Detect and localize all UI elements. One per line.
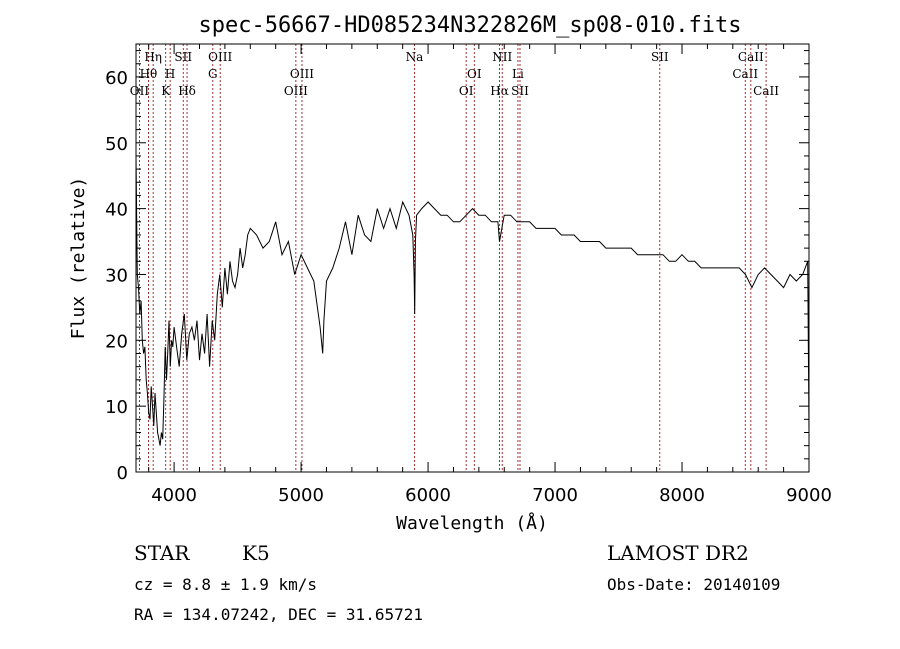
chart-title: spec-56667-HD085234N322826M_sp08-010.fit…: [198, 13, 741, 38]
y-tick-label: 0: [117, 463, 128, 484]
line-marker-label: SΙΙ: [511, 84, 529, 98]
x-tick-label: 8000: [659, 485, 705, 506]
line-marker-label: K: [161, 84, 171, 98]
y-tick-label: 50: [105, 134, 128, 155]
line-marker-label: CaΙΙ: [732, 67, 758, 81]
line-marker-label: CaΙΙ: [753, 84, 779, 98]
line-marker-label: OΙΙΙ: [208, 50, 232, 64]
line-marker-label: Hδ: [178, 84, 196, 98]
x-tick-label: 7000: [532, 485, 578, 506]
y-tick-label: 10: [105, 397, 128, 418]
y-tick-label: 40: [105, 200, 128, 221]
line-marker-label: Li: [512, 67, 524, 81]
survey-name: LAMOST DR2: [607, 541, 749, 565]
y-tick-label: 20: [105, 331, 128, 352]
line-marker-label: OΙ: [459, 84, 474, 98]
line-marker-label: NΙΙ: [492, 50, 512, 64]
y-tick-label: 60: [105, 68, 128, 89]
line-marker-label: SΙΙ: [651, 50, 669, 64]
object-subclass: K5: [242, 541, 270, 565]
x-tick-label: 6000: [405, 485, 451, 506]
y-tick-label: 30: [105, 265, 128, 286]
line-marker-label: Hθ: [140, 67, 158, 81]
line-markers: OΙΙ Hθ Hη KH SΙΙ Hδ G OΙΙΙ OΙΙΙ OΙΙΙ Na OΙ OΙ Hα NΙΙLi…: [130, 44, 779, 472]
axis-ticks: 4000 5000 6000 7000 8000 9000 0 10 20 30 40 50 60: [105, 44, 832, 506]
coordinates: RA = 134.07242, DEC = 31.65721: [134, 605, 423, 624]
line-marker-label: H: [165, 67, 175, 81]
x-tick-label: 4000: [151, 485, 197, 506]
line-marker-label: CaΙΙ: [738, 50, 764, 64]
plot-area-frame: [135, 43, 810, 473]
line-marker-label: Hα: [490, 84, 509, 98]
observation-date: Obs-Date: 20140109: [607, 575, 780, 594]
x-tick-label: 9000: [786, 485, 832, 506]
line-marker-label: OΙΙΙ: [290, 67, 314, 81]
line-marker-label: OΙ: [467, 67, 482, 81]
x-tick-label: 5000: [278, 485, 324, 506]
line-marker-label: Hη: [144, 50, 162, 64]
x-axis-label: Wavelength (Å): [396, 512, 548, 534]
line-marker-label: OΙΙ: [130, 84, 150, 98]
line-marker-label: SΙΙ: [174, 50, 192, 64]
spectrum-line: [135, 155, 810, 446]
object-class: STAR: [134, 541, 190, 565]
line-marker-label: G: [208, 67, 218, 81]
line-marker-label: Na: [406, 50, 424, 64]
line-marker-label: OΙΙΙ: [284, 84, 308, 98]
y-axis-label: Flux (relative): [68, 177, 89, 340]
redshift-value: cz = 8.8 ± 1.9 km/s: [134, 575, 317, 594]
